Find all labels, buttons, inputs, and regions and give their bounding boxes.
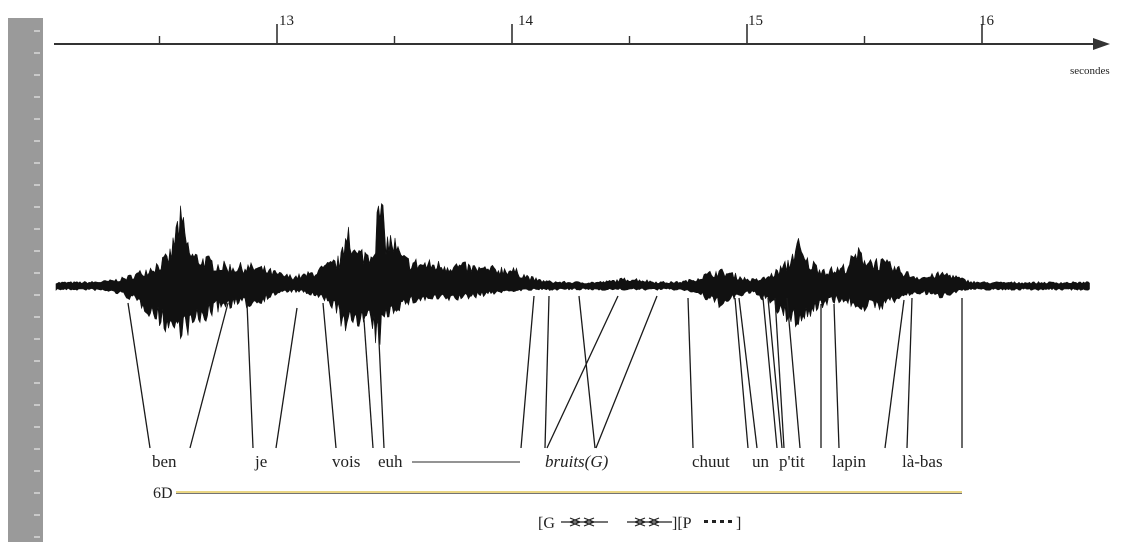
word-ptit: p'tit	[779, 452, 805, 471]
axis-unit-label: secondes	[1070, 65, 1110, 77]
tick-label-15: 15	[748, 13, 763, 29]
time-axis-ticks	[158, 24, 983, 44]
ruler-mark	[34, 250, 40, 252]
alignment-line	[246, 302, 254, 449]
ruler-mark	[34, 404, 40, 406]
alignment-line	[544, 295, 550, 449]
ruler-mark	[34, 514, 40, 516]
word-ben: ben	[152, 452, 177, 471]
ruler-mark	[34, 360, 40, 362]
alignment-lines	[127, 295, 963, 449]
ruler-mark	[34, 338, 40, 340]
left-ruler	[8, 18, 43, 542]
ruler-mark	[34, 448, 40, 450]
ruler-mark	[34, 228, 40, 230]
alignment-line	[833, 303, 840, 449]
gesture-stroke-symbol-2	[627, 517, 672, 527]
gesture-code: [G ][P ]	[538, 515, 741, 532]
alignment-line	[520, 295, 535, 449]
ruler-mark	[34, 206, 40, 208]
ruler-mark	[34, 536, 40, 538]
gesture-stroke-symbol-1	[561, 517, 608, 527]
alignment-line	[734, 297, 749, 449]
alignment-line	[546, 295, 619, 449]
ruler-mark	[34, 272, 40, 274]
alignment-line	[363, 319, 374, 449]
ruler-mark	[34, 96, 40, 98]
audio-waveform	[55, 203, 1090, 345]
ruler-mark	[34, 30, 40, 32]
alignment-line	[275, 307, 298, 449]
alignment-line	[767, 297, 783, 449]
alignment-line	[774, 297, 785, 449]
word-vois: vois	[332, 452, 360, 471]
word-bruits: bruits(G)	[545, 452, 609, 471]
ruler-mark	[34, 74, 40, 76]
alignment-line	[738, 297, 758, 449]
tick-label-16: 16	[979, 13, 995, 29]
time-axis: 13 14 15 16 secondes	[54, 13, 1110, 77]
word-un: un	[752, 452, 770, 471]
word-lapin: lapin	[832, 452, 866, 471]
ruler-mark	[34, 382, 40, 384]
alignment-line	[595, 295, 658, 449]
word-la-bas: là-bas	[902, 452, 943, 471]
ruler-mark	[34, 294, 40, 296]
word-je: je	[254, 452, 267, 471]
alignment-line	[884, 299, 905, 449]
alignment-line	[687, 297, 694, 449]
word-euh: euh	[378, 452, 403, 471]
alignment-line	[189, 302, 229, 449]
gesture-label: 6D	[153, 485, 173, 502]
ruler-mark	[34, 184, 40, 186]
transcription: ben je vois euh bruits(G) chuut un p'tit…	[152, 452, 943, 471]
word-chuut: chuut	[692, 452, 730, 471]
gesture-tier: 6D	[153, 485, 962, 502]
time-axis-arrowhead	[1093, 38, 1110, 50]
alignment-line	[906, 297, 913, 449]
ruler-mark	[34, 316, 40, 318]
ruler-mark	[34, 470, 40, 472]
alignment-line	[377, 319, 385, 449]
gesture-code-close: ]	[736, 515, 741, 532]
alignment-line	[127, 302, 151, 449]
alignment-line	[322, 302, 337, 449]
left-ruler-marks	[34, 30, 40, 538]
ruler-mark	[34, 118, 40, 120]
ruler-mark	[34, 492, 40, 494]
tick-label-13: 13	[279, 13, 294, 29]
alignment-line	[762, 297, 778, 449]
gesture-code-open: [G	[538, 515, 555, 532]
gesture-hold-dots	[704, 520, 732, 523]
ruler-mark	[34, 426, 40, 428]
ruler-mark	[34, 52, 40, 54]
alignment-line	[578, 295, 596, 449]
tick-label-14: 14	[518, 13, 534, 29]
alignment-line	[786, 297, 801, 449]
ruler-mark	[34, 140, 40, 142]
ruler-mark	[34, 162, 40, 164]
gesture-code-middle: ][P	[672, 515, 692, 532]
